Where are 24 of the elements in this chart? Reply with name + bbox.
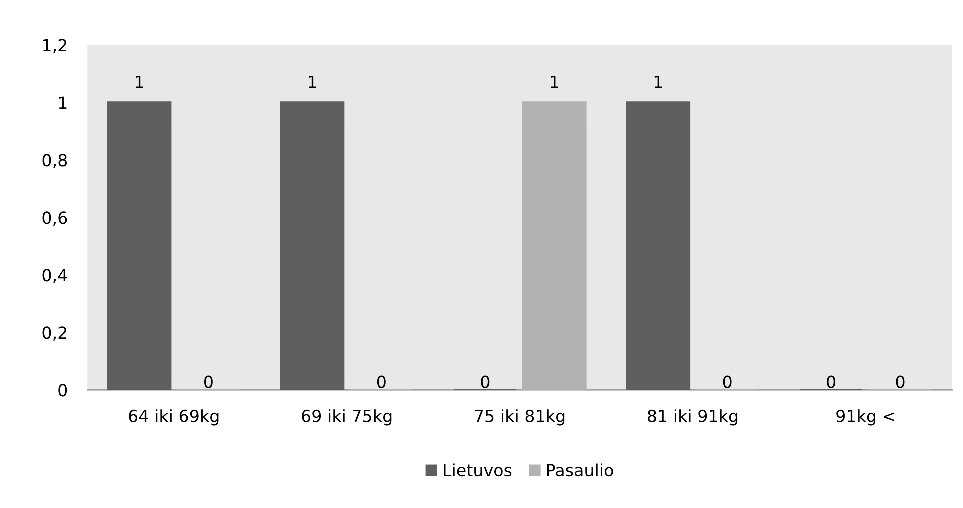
x-tick-label: 91kg <	[836, 410, 895, 426]
x-tick-label: 69 iki 75kg	[302, 410, 392, 426]
legend-label: Pasaulio	[547, 464, 614, 477]
x-tick-label: 81 iki 91kg	[648, 410, 738, 426]
data-label: 0	[481, 376, 490, 388]
data-label: 0	[827, 376, 836, 388]
x-tick-label: 75 iki 81kg	[475, 410, 565, 426]
y-tick-label: 0,2	[42, 326, 67, 341]
legend-label: Lietuvos	[444, 464, 512, 477]
data-label: 1	[654, 76, 662, 88]
data-label: 1	[551, 76, 558, 88]
data-label: 0	[204, 376, 213, 388]
data-label: 1	[309, 76, 316, 88]
y-tick-label: 0	[58, 384, 68, 397]
y-tick-label: 0,8	[42, 154, 68, 168]
data-label: 0	[896, 376, 905, 388]
y-tick-label: 1	[59, 96, 67, 110]
data-label: 0	[377, 376, 386, 388]
y-tick-label: 0,4	[42, 269, 68, 284]
x-tick-label: 64 iki 69kg	[129, 410, 219, 426]
y-tick-label: 0,6	[42, 212, 68, 226]
data-label: 0	[723, 376, 732, 388]
y-tick-label: 1,2	[44, 39, 67, 54]
data-label: 1	[136, 76, 144, 88]
